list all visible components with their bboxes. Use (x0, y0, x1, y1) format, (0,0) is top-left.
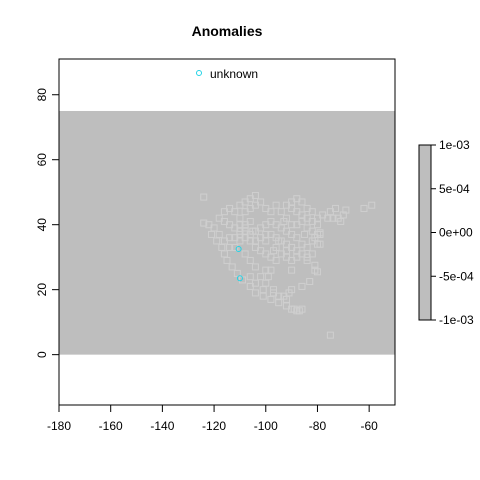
point-square-77 (251, 237, 259, 245)
x-tick-label-3: -120 (202, 419, 226, 433)
point-square-19 (290, 305, 298, 313)
point-square-94 (288, 221, 296, 229)
point-square-0 (200, 193, 208, 201)
colorbar-label-0: 1e-03 (439, 138, 470, 152)
x-tick-label-1: -160 (99, 419, 123, 433)
y-tick-label-3: 60 (35, 153, 49, 167)
raster-fill (59, 110, 395, 355)
point-square-74 (267, 230, 275, 238)
point-square-153 (236, 230, 244, 238)
point-square-113 (220, 208, 228, 216)
colorbar-fill (418, 144, 432, 321)
point-square-157 (368, 201, 376, 209)
point-square-84 (236, 214, 244, 222)
point-square-122 (313, 214, 321, 222)
point-square-50 (282, 295, 290, 303)
y-tick-label-4: 80 (35, 88, 49, 102)
legend-label-unknown: unknown (210, 67, 258, 81)
point-square-144 (298, 282, 306, 290)
point-square-91 (272, 201, 280, 209)
data-points (200, 191, 376, 339)
colorbar-label-2: 0e+00 (439, 226, 473, 240)
legend-marker-unknown (196, 70, 202, 76)
point-square-34 (272, 256, 280, 264)
chart-title: Anomalies (192, 23, 263, 39)
point-square-134 (308, 237, 316, 245)
point-square-148 (313, 268, 321, 276)
point-square-51 (275, 292, 283, 300)
point-square-143 (288, 266, 296, 274)
point-square-141 (282, 247, 290, 255)
point-square-22 (210, 224, 218, 232)
x-tick-label-2: -140 (150, 419, 174, 433)
point-square-135 (301, 230, 309, 238)
point-square-138 (293, 253, 301, 261)
point-square-21 (298, 305, 306, 313)
y-tick-label-0: 0 (35, 351, 49, 358)
point-square-156 (360, 204, 368, 212)
point-square-162 (262, 266, 270, 274)
y-tick-label-2: 40 (35, 218, 49, 232)
x-axis: -180 -160 -140 -120 -100 -80 -60 (47, 404, 378, 433)
point-square-114 (215, 214, 223, 222)
point-square-159 (316, 229, 324, 237)
x-tick-label-5: -80 (309, 419, 327, 433)
x-tick-label-4: -100 (254, 419, 278, 433)
point-square-44 (259, 286, 267, 294)
point-square-90 (267, 208, 275, 216)
point-square-155 (226, 243, 234, 251)
colorbar-label-4: -1e-03 (439, 313, 474, 327)
point-square-92 (277, 208, 285, 216)
point-square-65 (303, 243, 311, 251)
colorbar-label-1: 5e-04 (439, 182, 470, 196)
point-square-161 (241, 221, 249, 229)
point-square-149 (270, 247, 278, 255)
colorbar: 1e-03 5e-04 0e+00 -5e-04 -1e-03 (418, 138, 474, 327)
point-square-39 (251, 263, 259, 271)
point-square-43 (251, 279, 259, 287)
point-square-129 (342, 206, 350, 214)
point-square-12 (251, 289, 259, 297)
point-square-49 (288, 286, 296, 294)
point-square-145 (306, 278, 314, 286)
point-square-38 (257, 273, 265, 281)
point-square-150 (275, 237, 283, 245)
point-square-25 (226, 234, 234, 242)
point-square-154 (231, 243, 239, 251)
point-square-110 (251, 191, 259, 199)
point-square-127 (326, 208, 334, 216)
point-square-88 (257, 198, 265, 206)
point-square-8 (228, 263, 236, 271)
point-square-1 (200, 219, 208, 227)
point-square-152 (249, 227, 257, 235)
point-square-117 (298, 198, 306, 206)
point-square-41 (241, 250, 249, 258)
plot-area (58, 58, 396, 406)
point-unknown-0 (235, 246, 242, 253)
legend: unknown (196, 67, 258, 81)
point-square-142 (303, 256, 311, 264)
point-square-40 (246, 256, 254, 264)
point-square-7 (223, 256, 231, 264)
point-square-151 (262, 237, 270, 245)
point-square-63 (293, 234, 301, 242)
y-axis: 0 20 40 60 80 (35, 88, 60, 358)
y-tick-label-1: 20 (35, 283, 49, 297)
point-square-128 (337, 217, 345, 225)
point-square-23 (215, 230, 223, 238)
point-square-158 (326, 331, 334, 339)
colorbar-label-3: -5e-04 (439, 269, 474, 283)
point-square-42 (246, 273, 254, 281)
point-square-160 (280, 217, 288, 225)
point-unknown-1 (236, 275, 243, 282)
x-tick-label-6: -60 (360, 419, 378, 433)
point-square-119 (308, 208, 316, 216)
point-square-9 (233, 269, 241, 277)
x-tick-label-0: -180 (47, 419, 71, 433)
